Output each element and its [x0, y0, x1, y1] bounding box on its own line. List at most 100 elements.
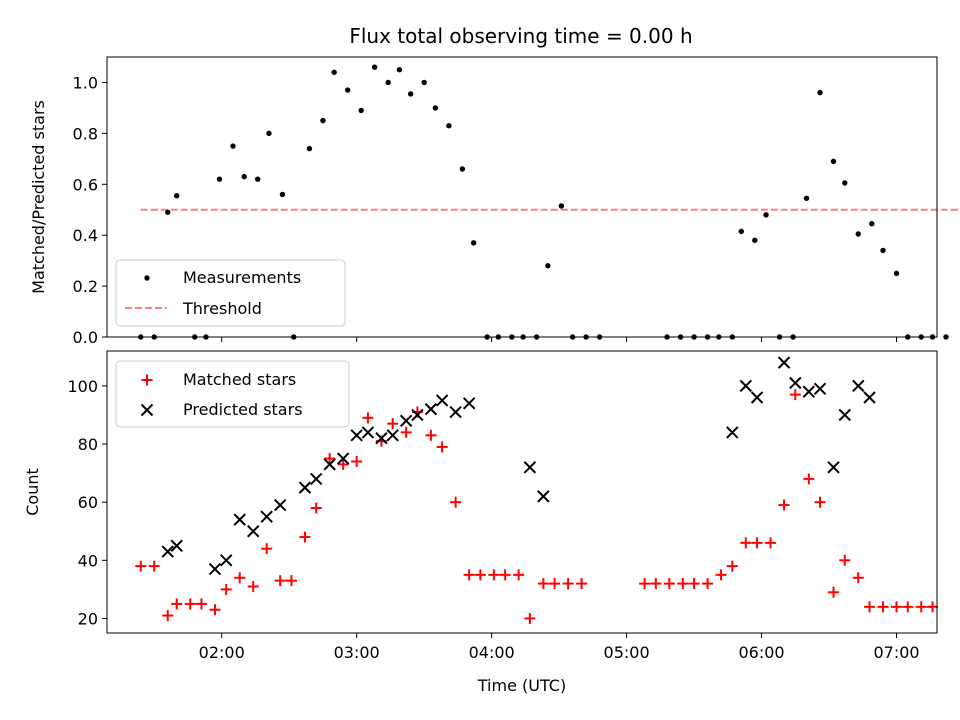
bottom-panel: 20 40 60 80 100 02:00 03:00 04:00 05:00 06:00 07:0… [23, 350, 939, 695]
measurement-point [306, 145, 313, 152]
predicted-star-point [523, 461, 537, 474]
measurement-point [320, 117, 326, 124]
matched-star-point [702, 578, 714, 590]
measurement-point [432, 105, 439, 111]
top-y-axis-label: Matched/Predicted stars [29, 100, 48, 294]
matched-star-point [740, 537, 752, 549]
bottom-y-tick-label: 40 [78, 551, 98, 570]
measurement-point [331, 69, 337, 75]
predicted-star-point [852, 379, 865, 393]
matched-star-point [148, 560, 160, 572]
measurement-point [230, 143, 236, 149]
top-legend-box [115, 259, 346, 327]
bottom-x-tick-label: 02:00 [199, 643, 245, 662]
matched-star-point [891, 601, 903, 613]
matched-star-point [513, 569, 525, 581]
measurement-point [803, 195, 810, 201]
bottom-y-tick-label: 80 [78, 435, 98, 454]
top-legend: Measurements Threshold [115, 259, 346, 327]
predicted-star-point [298, 481, 312, 494]
measurement-point [344, 87, 351, 93]
matched-star-point [562, 578, 574, 590]
predicted-star-point [777, 356, 791, 369]
predicted-star-point [375, 432, 388, 445]
bottom-y-tick-label: 100 [67, 377, 98, 396]
measurement-point [279, 191, 286, 198]
matched-star-point [852, 572, 864, 584]
predicted-star-point [537, 490, 550, 503]
bottom-y-tick-label: 60 [78, 493, 98, 512]
matched-star-point [576, 578, 588, 590]
matched-star-point [450, 496, 462, 508]
measurement-point [358, 107, 364, 114]
measurement-point [174, 193, 180, 199]
predicted-star-point [309, 472, 323, 486]
top-y-tick-label: 0.4 [73, 226, 98, 245]
legend-measurements-label: Measurements [183, 268, 301, 287]
predicted-star-point [260, 510, 273, 523]
bottom-x-tick-label: 03:00 [334, 643, 380, 662]
matched-star-point [135, 560, 147, 572]
matched-star-point [474, 569, 486, 581]
matched-star-point [688, 578, 700, 590]
matched-star-point [436, 441, 448, 453]
top-y-tick-label: 0.8 [73, 124, 98, 143]
bottom-y-axis-label: Count [23, 468, 42, 516]
predicted-star-point [789, 376, 802, 390]
top-panel: 0.0 0.2 0.4 0.6 0.8 1.0 Matched/Predicted star… [29, 56, 960, 347]
matched-star-point [285, 575, 297, 587]
matched-star-point [351, 455, 363, 467]
bottom-x-axis-label: Time (UTC) [477, 676, 566, 695]
matched-star-point [902, 601, 914, 613]
predicted-star-point [336, 452, 350, 465]
predicted-star-point [361, 426, 375, 439]
matched-star-point [234, 572, 246, 584]
matched-star-point [425, 429, 437, 441]
matched-star-point [828, 586, 840, 598]
predicted-star-point [435, 394, 449, 407]
measurement-point [385, 79, 391, 86]
measurement-point [893, 270, 900, 277]
matched-star-point [726, 560, 738, 572]
matched-star-point [537, 578, 549, 590]
matched-star-point [864, 601, 876, 613]
matched-star-point [299, 531, 311, 543]
predicted-star-point [411, 408, 424, 422]
bottom-legend: Matched stars Predicted stars [115, 360, 350, 428]
legend-matched-label: Matched stars [183, 370, 296, 389]
legend-predicted-label: Predicted stars [183, 400, 303, 419]
matched-star-point [463, 569, 475, 581]
predicted-star-point [424, 402, 438, 416]
measurement-point [830, 158, 837, 165]
legend-threshold-label: Threshold [182, 299, 262, 318]
legend-predicted-marker [140, 403, 154, 417]
predicted-star-point [233, 513, 246, 526]
matched-star-point [310, 502, 322, 514]
predicted-star-point [813, 382, 827, 396]
matched-star-point [220, 583, 232, 595]
matched-star-point [488, 569, 500, 581]
measurement-point [165, 209, 171, 215]
legend-measurements-marker [144, 275, 150, 281]
bottom-x-tick-label: 07:00 [873, 643, 919, 662]
predicted-star-point [246, 525, 260, 538]
measurement-point [255, 176, 261, 182]
measurement-point [545, 263, 551, 269]
matched-star-point [400, 426, 412, 438]
predicted-star-point [273, 498, 287, 512]
measurement-point [842, 180, 848, 186]
top-y-tick-label: 1.0 [73, 73, 98, 92]
matched-star-point [663, 578, 675, 590]
matched-star-point [195, 598, 207, 610]
measurement-point [558, 203, 565, 209]
matched-star-point [209, 604, 221, 616]
matched-star-point [387, 418, 399, 430]
predicted-star-point [838, 408, 851, 422]
matched-star-point [877, 601, 889, 613]
top-y-tick-label: 0.2 [73, 277, 98, 296]
measurement-point [880, 247, 886, 254]
bottom-x-tick-label: 06:00 [738, 643, 784, 662]
matched-star-point [324, 453, 336, 465]
